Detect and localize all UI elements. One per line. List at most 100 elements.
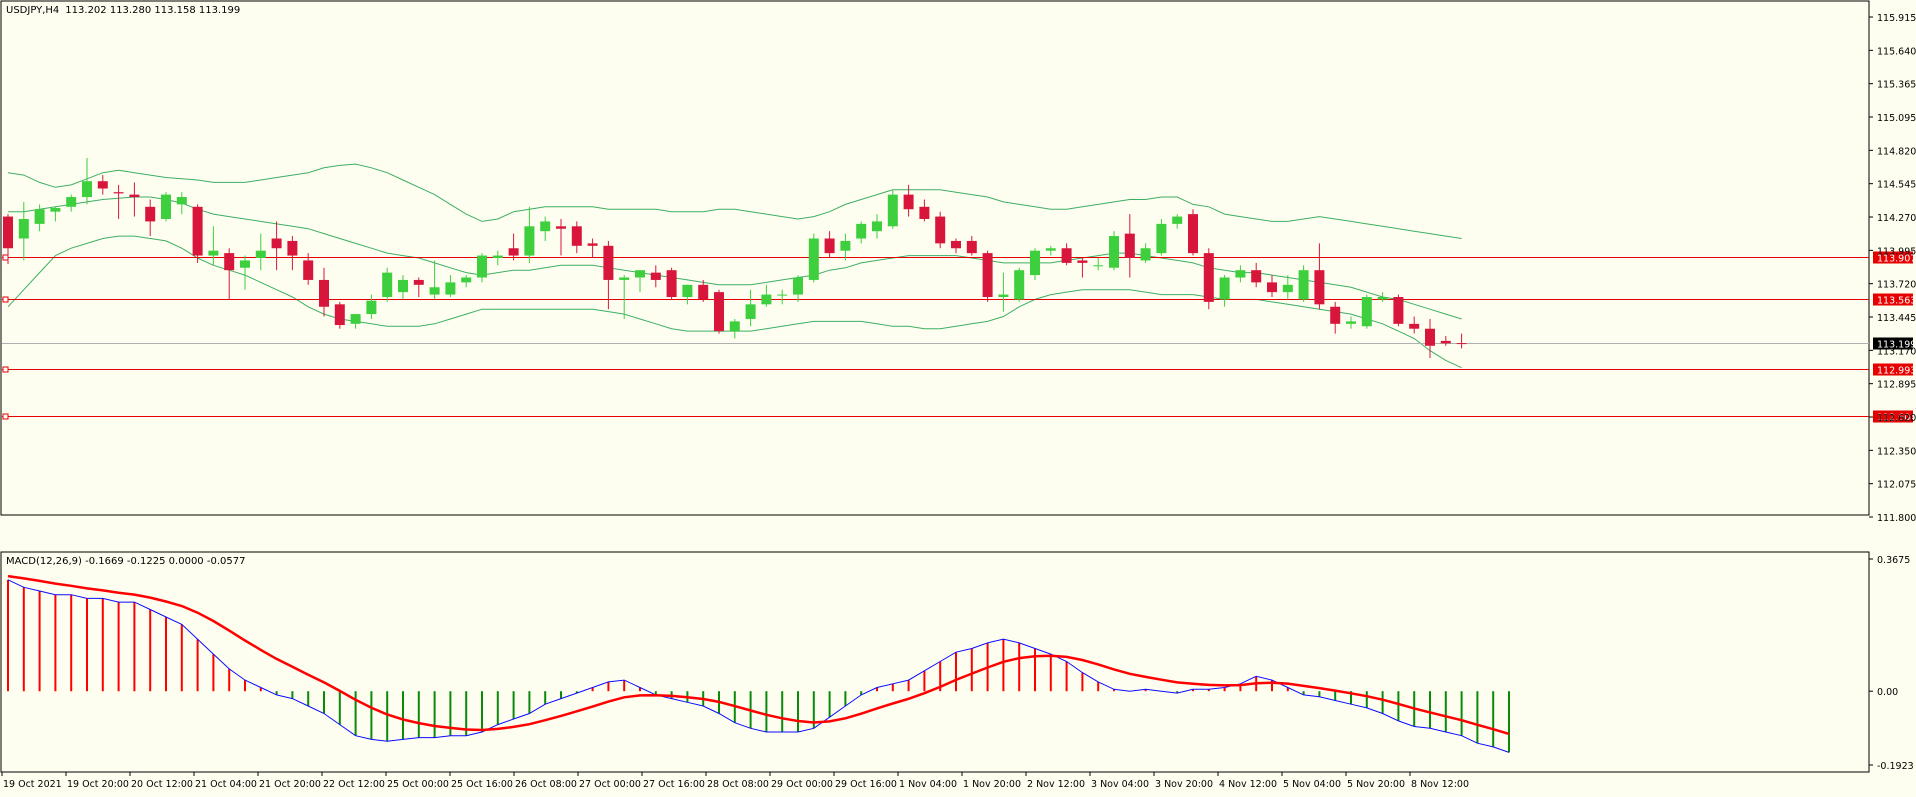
candle-body [1109, 236, 1119, 268]
candle-body [161, 194, 171, 219]
candle-body [492, 255, 503, 258]
time-axis-label: 5 Nov 04:00 [1283, 779, 1341, 790]
candle-body [66, 197, 77, 207]
candle-body [34, 209, 45, 224]
macd-signal-line [7, 574, 1510, 736]
price-axis-label: 114.545 [1877, 180, 1916, 191]
price-level-tag [1873, 251, 1913, 264]
candle-body [777, 294, 788, 296]
candle-body [1061, 248, 1072, 263]
candle-body [1014, 270, 1025, 300]
macd-axis-label: 0.00 [1877, 687, 1898, 698]
candle-body [192, 206, 203, 256]
candle-body [524, 226, 535, 256]
candle-body [287, 240, 298, 256]
time-axis-label: 25 Oct 00:00 [387, 779, 449, 790]
time-axis-label: 19 Oct 2021 [3, 779, 62, 790]
candle-body [461, 277, 472, 283]
candle-body [240, 260, 250, 268]
candle-body [982, 253, 993, 298]
candle-body [840, 240, 851, 251]
candle-body [303, 260, 314, 280]
price-level-tag [1873, 410, 1913, 423]
candle-body [1172, 216, 1183, 224]
candle-body [998, 294, 1009, 298]
price-axis-label: 113.995 [1877, 246, 1916, 257]
level-handle [2, 366, 9, 373]
price-axis-label: 113.445 [1877, 313, 1916, 324]
candle-body [919, 206, 930, 219]
price-axis-label: 112.075 [1877, 480, 1916, 491]
candle-body [571, 226, 582, 246]
time-axis-label: 22 Oct 12:00 [323, 779, 385, 790]
price-level-tag-label: 112.993 [1877, 366, 1916, 377]
candle-body [508, 248, 519, 256]
candle-body [366, 300, 377, 315]
price-level-tag-label: 113.907 [1877, 254, 1916, 265]
candle-body [1330, 306, 1341, 324]
candle-body [1298, 270, 1309, 300]
candle-body [1456, 343, 1467, 345]
time-axis-label: 25 Oct 16:00 [451, 779, 513, 790]
time-axis-label: 20 Oct 12:00 [131, 779, 193, 790]
candle-body [319, 279, 329, 307]
candle-body [698, 284, 709, 300]
price-level-tag [1873, 293, 1913, 306]
band-upper-line [7, 163, 1462, 239]
candle-body [113, 192, 124, 194]
candle-body [903, 194, 914, 210]
candle-body [1377, 297, 1388, 300]
time-axis-label: 21 Oct 04:00 [195, 779, 257, 790]
price-axis-label: 113.720 [1877, 280, 1916, 291]
candle-body [808, 238, 819, 280]
price-axis-label: 112.895 [1877, 380, 1916, 391]
candle-body [650, 272, 661, 280]
price-axis-label: 115.640 [1877, 46, 1916, 57]
candle-body [1440, 340, 1451, 344]
time-axis-label: 27 Oct 00:00 [579, 779, 641, 790]
level-handle [2, 254, 9, 261]
candle-body [445, 282, 456, 295]
time-axis-label: 19 Oct 20:00 [67, 779, 129, 790]
price-axis-label: 114.820 [1877, 146, 1916, 157]
candle-body [1219, 277, 1230, 300]
candle-body [1156, 223, 1167, 254]
candle-body [1188, 214, 1198, 254]
macd-main-line [7, 579, 1510, 753]
candle-body [429, 287, 440, 295]
candle-body [1393, 297, 1404, 324]
candle-body [951, 240, 961, 249]
candle-body [793, 277, 803, 295]
candle-body [1251, 270, 1262, 283]
candle-body [619, 277, 630, 280]
candle-body [271, 238, 282, 249]
candle-body [1030, 250, 1040, 276]
candle-body [1267, 282, 1277, 293]
level-handle [2, 296, 9, 303]
candle-body [540, 221, 551, 232]
candle-body [413, 279, 424, 285]
candle-body [129, 194, 140, 198]
candle-body [18, 218, 29, 239]
candle-body [666, 270, 677, 298]
time-axis-label: 3 Nov 20:00 [1155, 779, 1213, 790]
candle-body [872, 221, 882, 232]
macd-indicator-label: MACD(12,26,9) -0.1669 -0.1225 0.0000 -0.… [6, 556, 245, 567]
candle-body [224, 253, 235, 271]
candle-body [477, 255, 487, 278]
candle-body [1045, 248, 1056, 251]
time-axis-label: 2 Nov 12:00 [1027, 779, 1085, 790]
candle-body [82, 181, 92, 198]
candle-body [255, 250, 266, 258]
candle-body [935, 216, 946, 244]
time-axis-label: 8 Nov 12:00 [1411, 779, 1469, 790]
candle-body [856, 223, 867, 239]
candle-body [1093, 265, 1104, 267]
time-axis-label: 4 Nov 12:00 [1219, 779, 1277, 790]
candle-body [1235, 270, 1246, 278]
price-axis-label: 115.095 [1877, 113, 1916, 124]
time-axis-label: 5 Nov 20:00 [1347, 779, 1405, 790]
candle-body [1124, 233, 1135, 258]
